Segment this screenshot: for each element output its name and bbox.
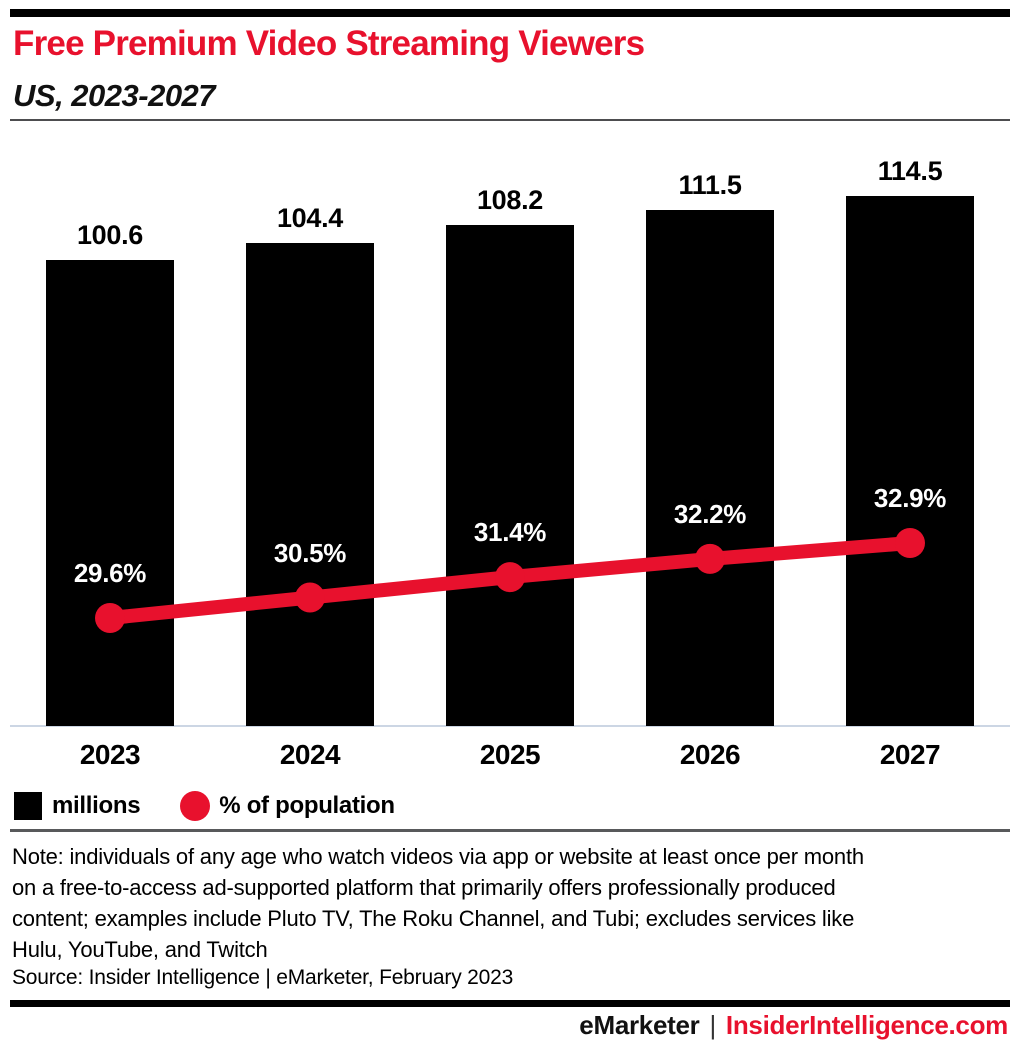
note-text: Note: individuals of any age who watch v…: [12, 844, 864, 962]
footer-brand-separator: |: [709, 1010, 716, 1040]
bar-2023: [46, 260, 174, 726]
pct-label-2027: 32.9%: [873, 483, 947, 513]
x-axis-label-2025: 2025: [479, 739, 541, 770]
bar-2024: [246, 242, 374, 726]
footer-accent-bar: [10, 1000, 1010, 1007]
bar-value-label-2025: 108.2: [476, 185, 544, 216]
pct-label-2026: 32.2%: [673, 498, 747, 529]
legend-item-millions: millions: [14, 792, 141, 820]
title-divider: [10, 119, 1010, 121]
bar-value-label-2023: 100.6: [76, 220, 144, 251]
pct-label-2025: 31.4%: [473, 517, 547, 548]
bar-2027: [846, 196, 974, 726]
x-axis-label-2024: 2024: [279, 739, 341, 770]
pct-label-2024: 30.5%: [273, 537, 347, 568]
page-subtitle: US, 2023-2027: [13, 78, 216, 113]
bar-value-label-2027: 114.5: [877, 156, 943, 186]
legend-item-pct-of-population: % of population: [180, 791, 395, 821]
x-axis-baseline: [10, 725, 1010, 727]
page-title: Free Premium Video Streaming Viewers: [13, 24, 645, 63]
footer-brand: eMarketer | InsiderIntelligence.com: [579, 1010, 1008, 1041]
bar-value-label-2026: 111.5: [678, 169, 742, 200]
x-axis-label-2027: 2027: [879, 739, 941, 770]
top-accent-bar: [10, 9, 1010, 17]
pct-label-2023: 29.6%: [73, 558, 147, 588]
source-text: Source: Insider Intelligence | eMarketer…: [12, 966, 514, 989]
insiderintelligence-wordmark: InsiderIntelligence.com: [725, 1010, 1008, 1040]
legend-label-pct-of-population: % of population: [219, 792, 395, 819]
x-axis-label-2026: 2026: [679, 739, 741, 770]
bar-2025: [446, 225, 574, 726]
bar-2026: [646, 209, 774, 726]
red-circle-swatch-icon: [180, 791, 211, 821]
legend-label-millions: millions: [52, 792, 141, 819]
bar-value-label-2024: 104.4: [276, 202, 344, 233]
legend-divider: [10, 829, 1010, 832]
x-axis-label-2023: 2023: [79, 739, 141, 770]
black-square-swatch-icon: [14, 792, 42, 820]
legend: millions % of population: [14, 790, 435, 822]
emarketer-wordmark: eMarketer: [579, 1010, 700, 1040]
